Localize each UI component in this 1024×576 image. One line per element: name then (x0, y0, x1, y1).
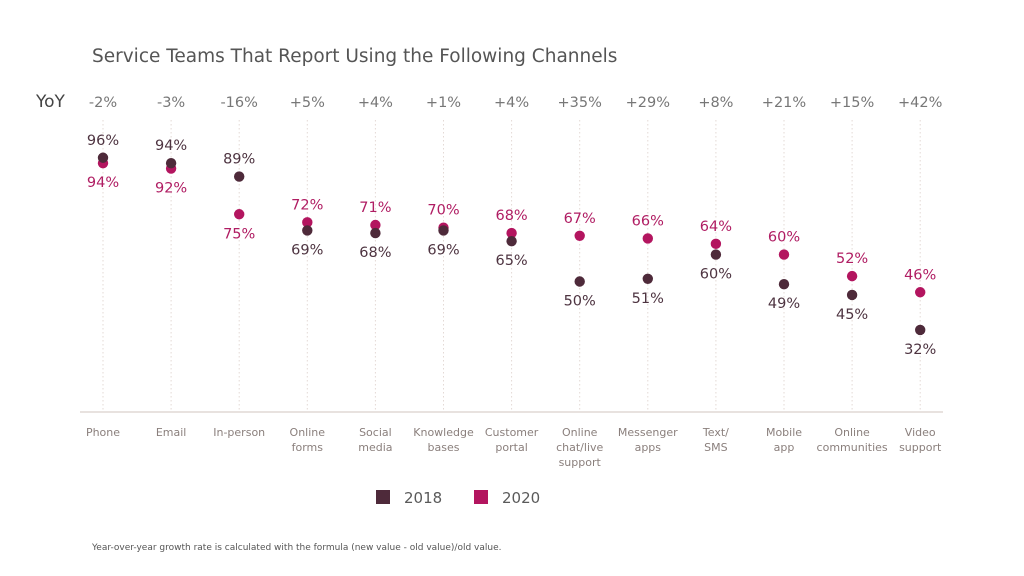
category-label: forms (292, 441, 324, 454)
point-2020 (302, 217, 313, 228)
data-points: 96% 94% 94% 92% 89% 75% 72% 69% 71% 68% 70% 69% 68% 6… (87, 133, 936, 358)
category-label: Messenger (618, 426, 678, 439)
yoy-value: +4% (494, 95, 529, 111)
yoy-value: -3% (157, 95, 185, 111)
data-label-2020: 66% (632, 213, 664, 229)
category-label: Phone (86, 426, 120, 439)
data-label-2018: 51% (632, 291, 664, 307)
category-label: Email (156, 426, 187, 439)
data-label-2020: 72% (291, 197, 323, 213)
yoy-values: -2% -3% -16% +5% +4% +1% +4% +35% +29% +8% +21% +15… (89, 95, 943, 111)
data-label-2020: 67% (564, 211, 596, 227)
data-label-2018: 45% (836, 307, 868, 323)
point-2018 (234, 171, 245, 182)
point-2018 (915, 324, 926, 336)
data-label-2018: 89% (223, 152, 255, 168)
point-2018 (97, 152, 109, 163)
category-labels: Phone Email In-person Online forms Social medi… (86, 426, 942, 469)
point-2018 (438, 225, 449, 236)
data-label-2018: 69% (427, 242, 459, 258)
yoy-value: +21% (762, 95, 806, 111)
yoy-value: +35% (558, 95, 602, 111)
yoy-value: +4% (358, 95, 393, 111)
data-label-2018: 50% (564, 294, 596, 310)
data-label-2018: 60% (700, 267, 732, 283)
legend: 2018 2020 (376, 489, 540, 507)
category-label: SMS (704, 441, 727, 454)
yoy-value: -2% (89, 95, 117, 111)
category-label: support (899, 441, 942, 454)
yoy-row-label: YoY (35, 92, 66, 112)
data-label-2020: 71% (359, 200, 391, 216)
legend-label-2020: 2020 (502, 489, 540, 507)
data-label-2020: 92% (155, 181, 187, 197)
data-label-2018: 49% (768, 296, 800, 312)
data-label-2018: 96% (87, 133, 119, 149)
category-label: communities (817, 441, 888, 454)
data-label-2020: 68% (495, 208, 527, 224)
yoy-value: +1% (426, 95, 461, 111)
point-2018 (370, 227, 381, 239)
yoy-value: +8% (698, 95, 733, 111)
data-label-2020: 64% (700, 219, 732, 235)
category-label: Knowledge (413, 426, 474, 439)
legend-swatch-2018 (376, 490, 390, 504)
data-label-2020: 75% (223, 226, 255, 242)
point-2018 (846, 289, 858, 301)
data-label-2020: 52% (836, 251, 868, 267)
point-2020 (915, 287, 926, 298)
category-label: Customer (485, 426, 539, 439)
category-label: bases (428, 441, 460, 454)
data-label-2018: 69% (291, 242, 323, 258)
data-label-2020: 70% (427, 203, 459, 219)
point-2020 (710, 238, 722, 250)
point-2018 (642, 273, 653, 285)
point-2018 (506, 235, 517, 247)
yoy-value: +5% (290, 95, 325, 111)
category-label: media (358, 441, 392, 454)
yoy-value: +42% (898, 95, 942, 111)
yoy-value: -16% (220, 95, 257, 111)
chart-title: Service Teams That Report Using the Foll… (92, 46, 617, 67)
point-2020 (778, 249, 790, 260)
category-label: Text/ (702, 426, 729, 439)
category-label: support (559, 456, 602, 469)
point-2020 (642, 233, 653, 244)
point-2020 (574, 230, 585, 241)
data-label-2018: 32% (904, 342, 936, 358)
category-label: Social (359, 426, 392, 439)
legend-label-2018: 2018 (404, 489, 442, 507)
data-label-2018: 68% (359, 245, 391, 261)
category-label: Online (290, 426, 326, 439)
point-2018 (302, 225, 313, 236)
yoy-value: +29% (626, 95, 670, 111)
category-label: Video (905, 426, 936, 439)
category-label: apps (635, 441, 662, 454)
data-label-2018: 94% (155, 138, 187, 154)
category-label: Online (562, 426, 598, 439)
legend-swatch-2020 (474, 490, 488, 504)
category-label: chat/live (556, 441, 603, 454)
point-2018 (165, 157, 177, 169)
category-label: Online (834, 426, 870, 439)
category-label: Mobile (766, 426, 802, 439)
footnote: Year-over-year growth rate is calculated… (91, 543, 501, 553)
point-2018 (778, 278, 790, 290)
point-2020 (846, 270, 858, 282)
category-label: app (774, 441, 795, 454)
category-label: In-person (213, 426, 265, 439)
point-2018 (710, 249, 722, 260)
yoy-value: +15% (830, 95, 874, 111)
data-label-2018: 65% (495, 253, 527, 269)
data-label-2020: 60% (768, 230, 800, 246)
point-2018 (574, 276, 585, 287)
data-label-2020: 94% (87, 175, 119, 191)
point-2020 (234, 209, 245, 220)
point-2020 (370, 219, 381, 231)
data-label-2020: 46% (904, 267, 936, 283)
point-2020 (506, 227, 517, 239)
category-label: portal (495, 441, 527, 454)
